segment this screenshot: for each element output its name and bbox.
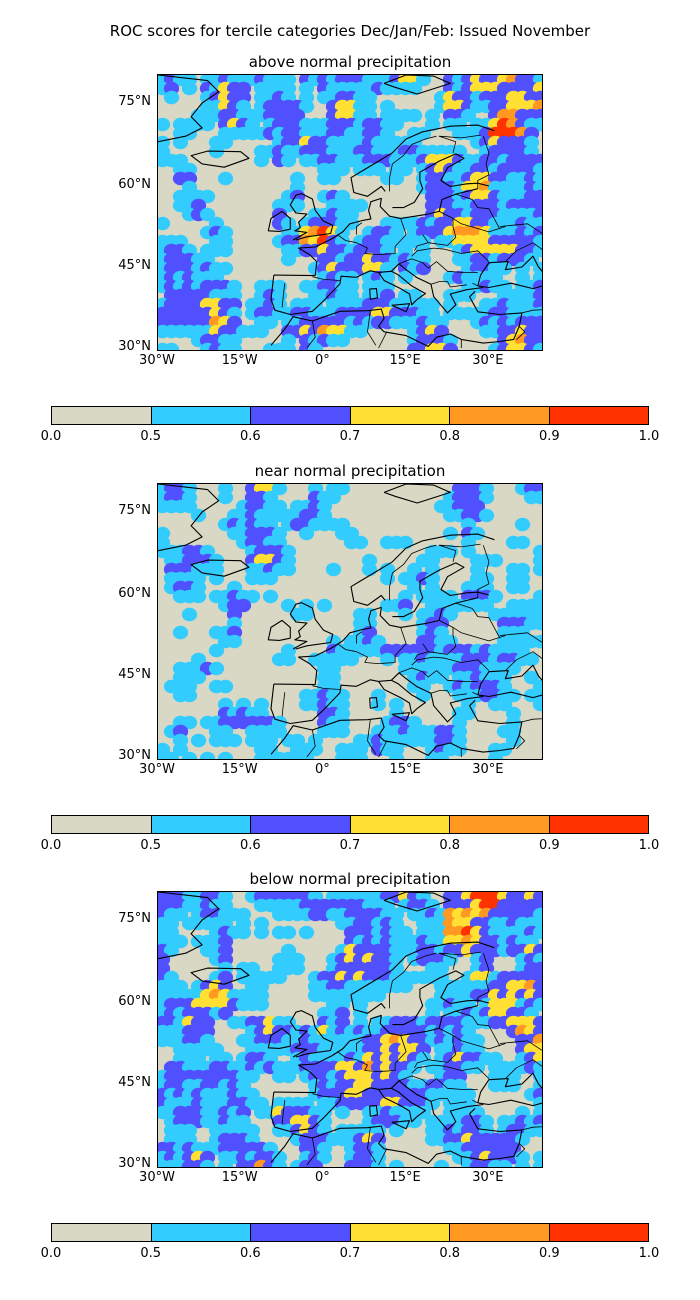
colorbar-tick-label: 0.9	[538, 429, 560, 444]
longitude-tick-label: 0°	[315, 1170, 330, 1185]
latitude-tick-label: 75°N	[118, 94, 151, 109]
colorbar-segment	[349, 1224, 449, 1241]
colorbar-tick-label: 0.9	[538, 838, 560, 853]
latitude-tick-label: 45°N	[118, 258, 151, 273]
latitude-tick-label: 30°N	[118, 339, 151, 354]
longitude-tick-label: 30°E	[472, 1170, 504, 1185]
roc-contour-field	[158, 75, 542, 350]
colorbar-tick-label: 0.9	[538, 1246, 560, 1261]
colorbar-segment	[150, 407, 250, 424]
roc-contour-field	[158, 892, 542, 1167]
colorbar-tick-label: 1.0	[638, 838, 660, 853]
figure-title: ROC scores for tercile categories Dec/Ja…	[109, 22, 591, 40]
colorbar-segment	[150, 1224, 250, 1241]
colorbar-tick-label: 0.5	[140, 429, 161, 444]
colorbar-tick-label: 0.6	[239, 1246, 261, 1261]
latitude-tick-label: 30°N	[118, 1156, 151, 1171]
latitude-tick-label: 45°N	[118, 1075, 151, 1090]
colorbar-segment	[449, 407, 549, 424]
colorbar-tick-label: 1.0	[638, 429, 660, 444]
latitude-tick-label: 75°N	[118, 503, 151, 518]
longitude-tick-label: 15°W	[221, 1170, 258, 1185]
roc-map	[157, 891, 543, 1168]
colorbar-segment	[349, 407, 449, 424]
country-borders	[281, 543, 542, 758]
colorbar	[51, 815, 649, 834]
colorbar-tick-label: 0.7	[339, 429, 361, 444]
colorbar-tick-label: 1.0	[638, 1246, 660, 1261]
colorbar-tick-label: 0.6	[239, 838, 261, 853]
longitude-tick-label: 15°W	[221, 353, 258, 368]
latitude-tick-label: 45°N	[118, 667, 151, 682]
latitude-tick-label: 60°N	[118, 177, 151, 192]
longitude-tick-label: 30°W	[139, 762, 175, 777]
longitude-tick-label: 15°W	[221, 762, 258, 777]
colorbar-segment	[250, 816, 350, 833]
latitude-tick-label: 75°N	[118, 911, 151, 926]
country-borders	[281, 134, 542, 349]
colorbar-tick-label: 0.5	[140, 1246, 161, 1261]
roc-contour-field	[158, 484, 542, 759]
colorbar	[51, 1223, 649, 1242]
longitude-tick-label: 30°E	[472, 353, 504, 368]
colorbar-segment	[548, 816, 648, 833]
longitude-tick-label: 0°	[315, 762, 330, 777]
roc-map	[157, 483, 543, 760]
country-borders	[281, 951, 542, 1166]
panel-title: below normal precipitation	[249, 870, 451, 888]
colorbar-tick-label: 0.7	[339, 1246, 361, 1261]
coastlines	[158, 75, 542, 347]
colorbar-segment	[52, 1224, 151, 1241]
longitude-tick-label: 30°W	[139, 353, 175, 368]
roc-map	[157, 74, 543, 351]
panel-title: near normal precipitation	[254, 462, 446, 480]
colorbar-segment	[250, 407, 350, 424]
colorbar-segment	[150, 816, 250, 833]
colorbar-tick-label: 0.7	[339, 838, 361, 853]
latitude-tick-label: 60°N	[118, 994, 151, 1009]
coastlines	[158, 484, 542, 756]
colorbar-segment	[52, 407, 151, 424]
colorbar-tick-label: 0.6	[239, 429, 261, 444]
colorbar-segment	[52, 816, 151, 833]
colorbar-segment	[548, 1224, 648, 1241]
longitude-tick-label: 30°E	[472, 762, 504, 777]
longitude-tick-label: 30°W	[139, 1170, 175, 1185]
colorbar-tick-label: 0.0	[40, 838, 62, 853]
colorbar	[51, 406, 649, 425]
longitude-tick-label: 15°E	[389, 762, 421, 777]
colorbar-segment	[349, 816, 449, 833]
colorbar-tick-label: 0.0	[40, 429, 62, 444]
colorbar-segment	[449, 816, 549, 833]
colorbar-tick-label: 0.5	[140, 838, 161, 853]
coastlines	[158, 892, 542, 1164]
colorbar-tick-label: 0.8	[439, 429, 460, 444]
colorbar-tick-label: 0.8	[439, 1246, 460, 1261]
colorbar-segment	[548, 407, 648, 424]
panel-title: above normal precipitation	[248, 53, 452, 71]
longitude-tick-label: 15°E	[389, 1170, 421, 1185]
latitude-tick-label: 60°N	[118, 586, 151, 601]
colorbar-segment	[449, 1224, 549, 1241]
latitude-tick-label: 30°N	[118, 748, 151, 763]
colorbar-tick-label: 0.8	[439, 838, 460, 853]
longitude-tick-label: 15°E	[389, 353, 421, 368]
colorbar-tick-label: 0.0	[40, 1246, 62, 1261]
colorbar-segment	[250, 1224, 350, 1241]
longitude-tick-label: 0°	[315, 353, 330, 368]
